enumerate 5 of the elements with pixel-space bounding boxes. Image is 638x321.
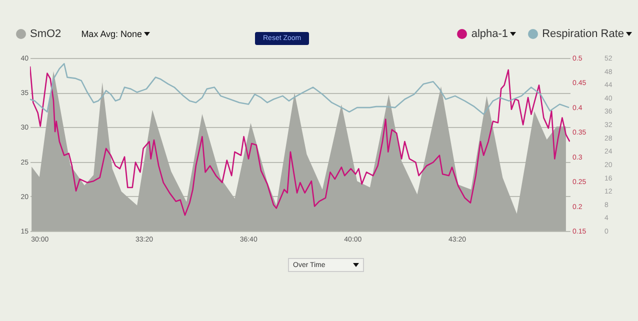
line-series bbox=[30, 63, 570, 115]
legend-label: SmO2 bbox=[30, 28, 62, 40]
legend-label: alpha-1 bbox=[471, 28, 508, 40]
text: Max Avg: None bbox=[81, 29, 144, 39]
legend-label: Respiration Rate bbox=[542, 28, 624, 40]
